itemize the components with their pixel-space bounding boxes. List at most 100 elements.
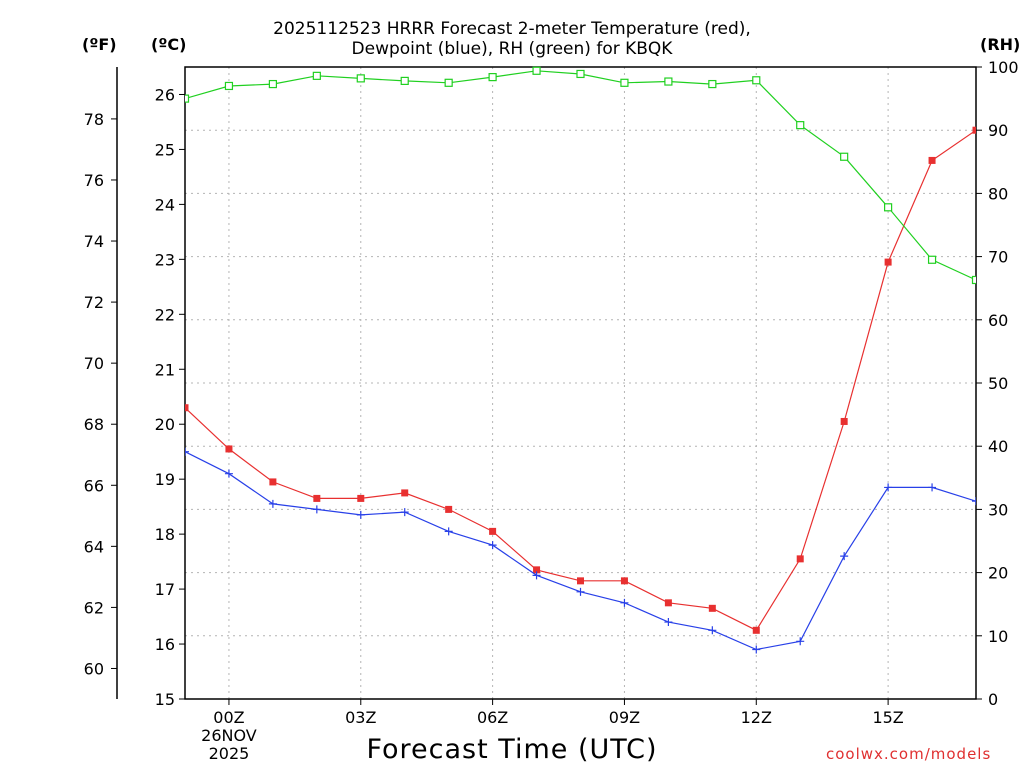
fahrenheit-tick-label: 64 — [84, 537, 104, 556]
dewpoint-point — [185, 447, 189, 456]
rh-point — [400, 76, 409, 86]
celsius-tick-label: 20 — [155, 415, 175, 434]
rh-tick-label: 60 — [988, 311, 1008, 330]
rh-point — [444, 78, 453, 87]
temperature-point — [840, 417, 848, 425]
fahrenheit-tick-label: 76 — [84, 171, 104, 190]
chart-title-line2: Dewpoint (blue), RH (green) for KBQK — [351, 39, 673, 59]
temperature-point — [313, 494, 321, 502]
celsius-tick-label: 22 — [155, 305, 175, 324]
rh-tick-label: 50 — [988, 374, 1008, 393]
temperature-point — [884, 258, 892, 266]
celsius-tick-label: 26 — [155, 85, 175, 104]
fahrenheit-tick-label: 74 — [84, 232, 104, 251]
dewpoint-point — [620, 598, 629, 607]
temperature-point — [708, 604, 716, 612]
celsius-tick-label: 25 — [155, 140, 175, 159]
rh-tick-label: 80 — [988, 184, 1008, 203]
fahrenheit-tick-label: 62 — [84, 598, 104, 617]
dewpoint-point — [356, 510, 365, 519]
rh-tick-label: 20 — [988, 564, 1008, 583]
rh-point — [268, 79, 277, 89]
rh-point — [488, 73, 497, 82]
dewpoint-point — [268, 499, 277, 508]
x-axis-label: Forecast Time (UTC) — [366, 734, 658, 765]
temperature-point — [401, 489, 409, 497]
fahrenheit-unit-label: (ºF) — [82, 35, 117, 54]
x-tick-label: 12Z — [741, 708, 772, 727]
temperature-point — [664, 599, 672, 607]
fahrenheit-tick-label: 70 — [84, 354, 104, 373]
dewpoint-point — [488, 541, 497, 550]
dewpoint-point — [972, 497, 976, 506]
temperature-point — [752, 626, 760, 634]
temperature-point — [928, 156, 936, 164]
rh-point — [971, 275, 976, 285]
fahrenheit-tick-label: 66 — [84, 476, 104, 495]
dewpoint-point — [796, 637, 805, 646]
rh-point — [708, 79, 717, 89]
temperature-point — [620, 577, 628, 585]
rh-unit-label: (RH) — [980, 35, 1021, 54]
fahrenheit-tick-label: 72 — [84, 293, 104, 312]
dewpoint-point — [840, 552, 849, 561]
rh-point — [312, 71, 321, 80]
rh-point — [664, 77, 673, 86]
rh-tick-label: 40 — [988, 437, 1008, 456]
temperature-point — [357, 494, 365, 502]
rh-point — [576, 69, 585, 79]
celsius-tick-label: 16 — [155, 635, 175, 654]
dewpoint-series-line — [185, 451, 976, 651]
x-tick-label: 06Z — [477, 708, 508, 727]
celsius-unit-label: (ºC) — [151, 35, 187, 54]
celsius-tick-label: 15 — [155, 690, 175, 709]
chart-title-line1: 2025112523 HRRR Forecast 2-meter Tempera… — [273, 19, 751, 39]
celsius-tick-label: 24 — [155, 195, 175, 214]
celsius-tick-label: 23 — [155, 250, 175, 269]
temperature-point — [577, 577, 584, 585]
celsius-tick-label: 21 — [155, 360, 175, 379]
rh-point — [884, 203, 893, 212]
x-tick-date-label: 26NOV — [201, 726, 257, 745]
rh-tick-label: 90 — [988, 121, 1008, 140]
x-tick-label: 09Z — [609, 708, 640, 727]
x-tick-label: 03Z — [345, 708, 376, 727]
dewpoint-point — [664, 618, 673, 627]
rh-point — [356, 74, 365, 83]
dewpoint-point — [884, 483, 893, 492]
rh-point — [620, 78, 629, 87]
dewpoint-point — [532, 571, 541, 580]
dewpoint-point — [928, 483, 937, 492]
dewpoint-point — [708, 626, 717, 635]
celsius-tick-label: 17 — [155, 580, 175, 599]
celsius-tick-label: 19 — [155, 470, 175, 489]
rh-tick-label: 100 — [988, 58, 1019, 77]
rh-point — [927, 255, 937, 264]
dewpoint-point — [752, 645, 761, 654]
temperature-point — [225, 445, 233, 453]
temperature-point — [445, 505, 453, 513]
rh-point — [532, 66, 541, 75]
credit-text: coolwx.com/models — [826, 745, 992, 763]
rh-point — [185, 94, 190, 103]
dewpoint-point — [576, 587, 585, 596]
x-tick-label: 00Z — [213, 708, 244, 727]
temperature-point — [972, 126, 976, 134]
fahrenheit-tick-label: 60 — [84, 659, 104, 678]
temperature-point — [489, 527, 497, 535]
dewpoint-point — [312, 505, 321, 514]
fahrenheit-tick-label: 68 — [84, 415, 104, 434]
dewpoint-point — [400, 508, 409, 517]
rh-tick-label: 30 — [988, 500, 1008, 519]
x-tick-year-label: 2025 — [209, 744, 250, 763]
rh-point — [796, 121, 805, 130]
celsius-tick-label: 18 — [155, 525, 175, 544]
dewpoint-point — [444, 527, 453, 536]
fahrenheit-tick-label: 78 — [84, 110, 104, 129]
rh-point — [752, 76, 761, 85]
rh-point — [840, 152, 849, 161]
rh-series-line — [185, 70, 976, 281]
rh-tick-label: 0 — [988, 690, 998, 709]
temperature-point — [185, 404, 189, 412]
